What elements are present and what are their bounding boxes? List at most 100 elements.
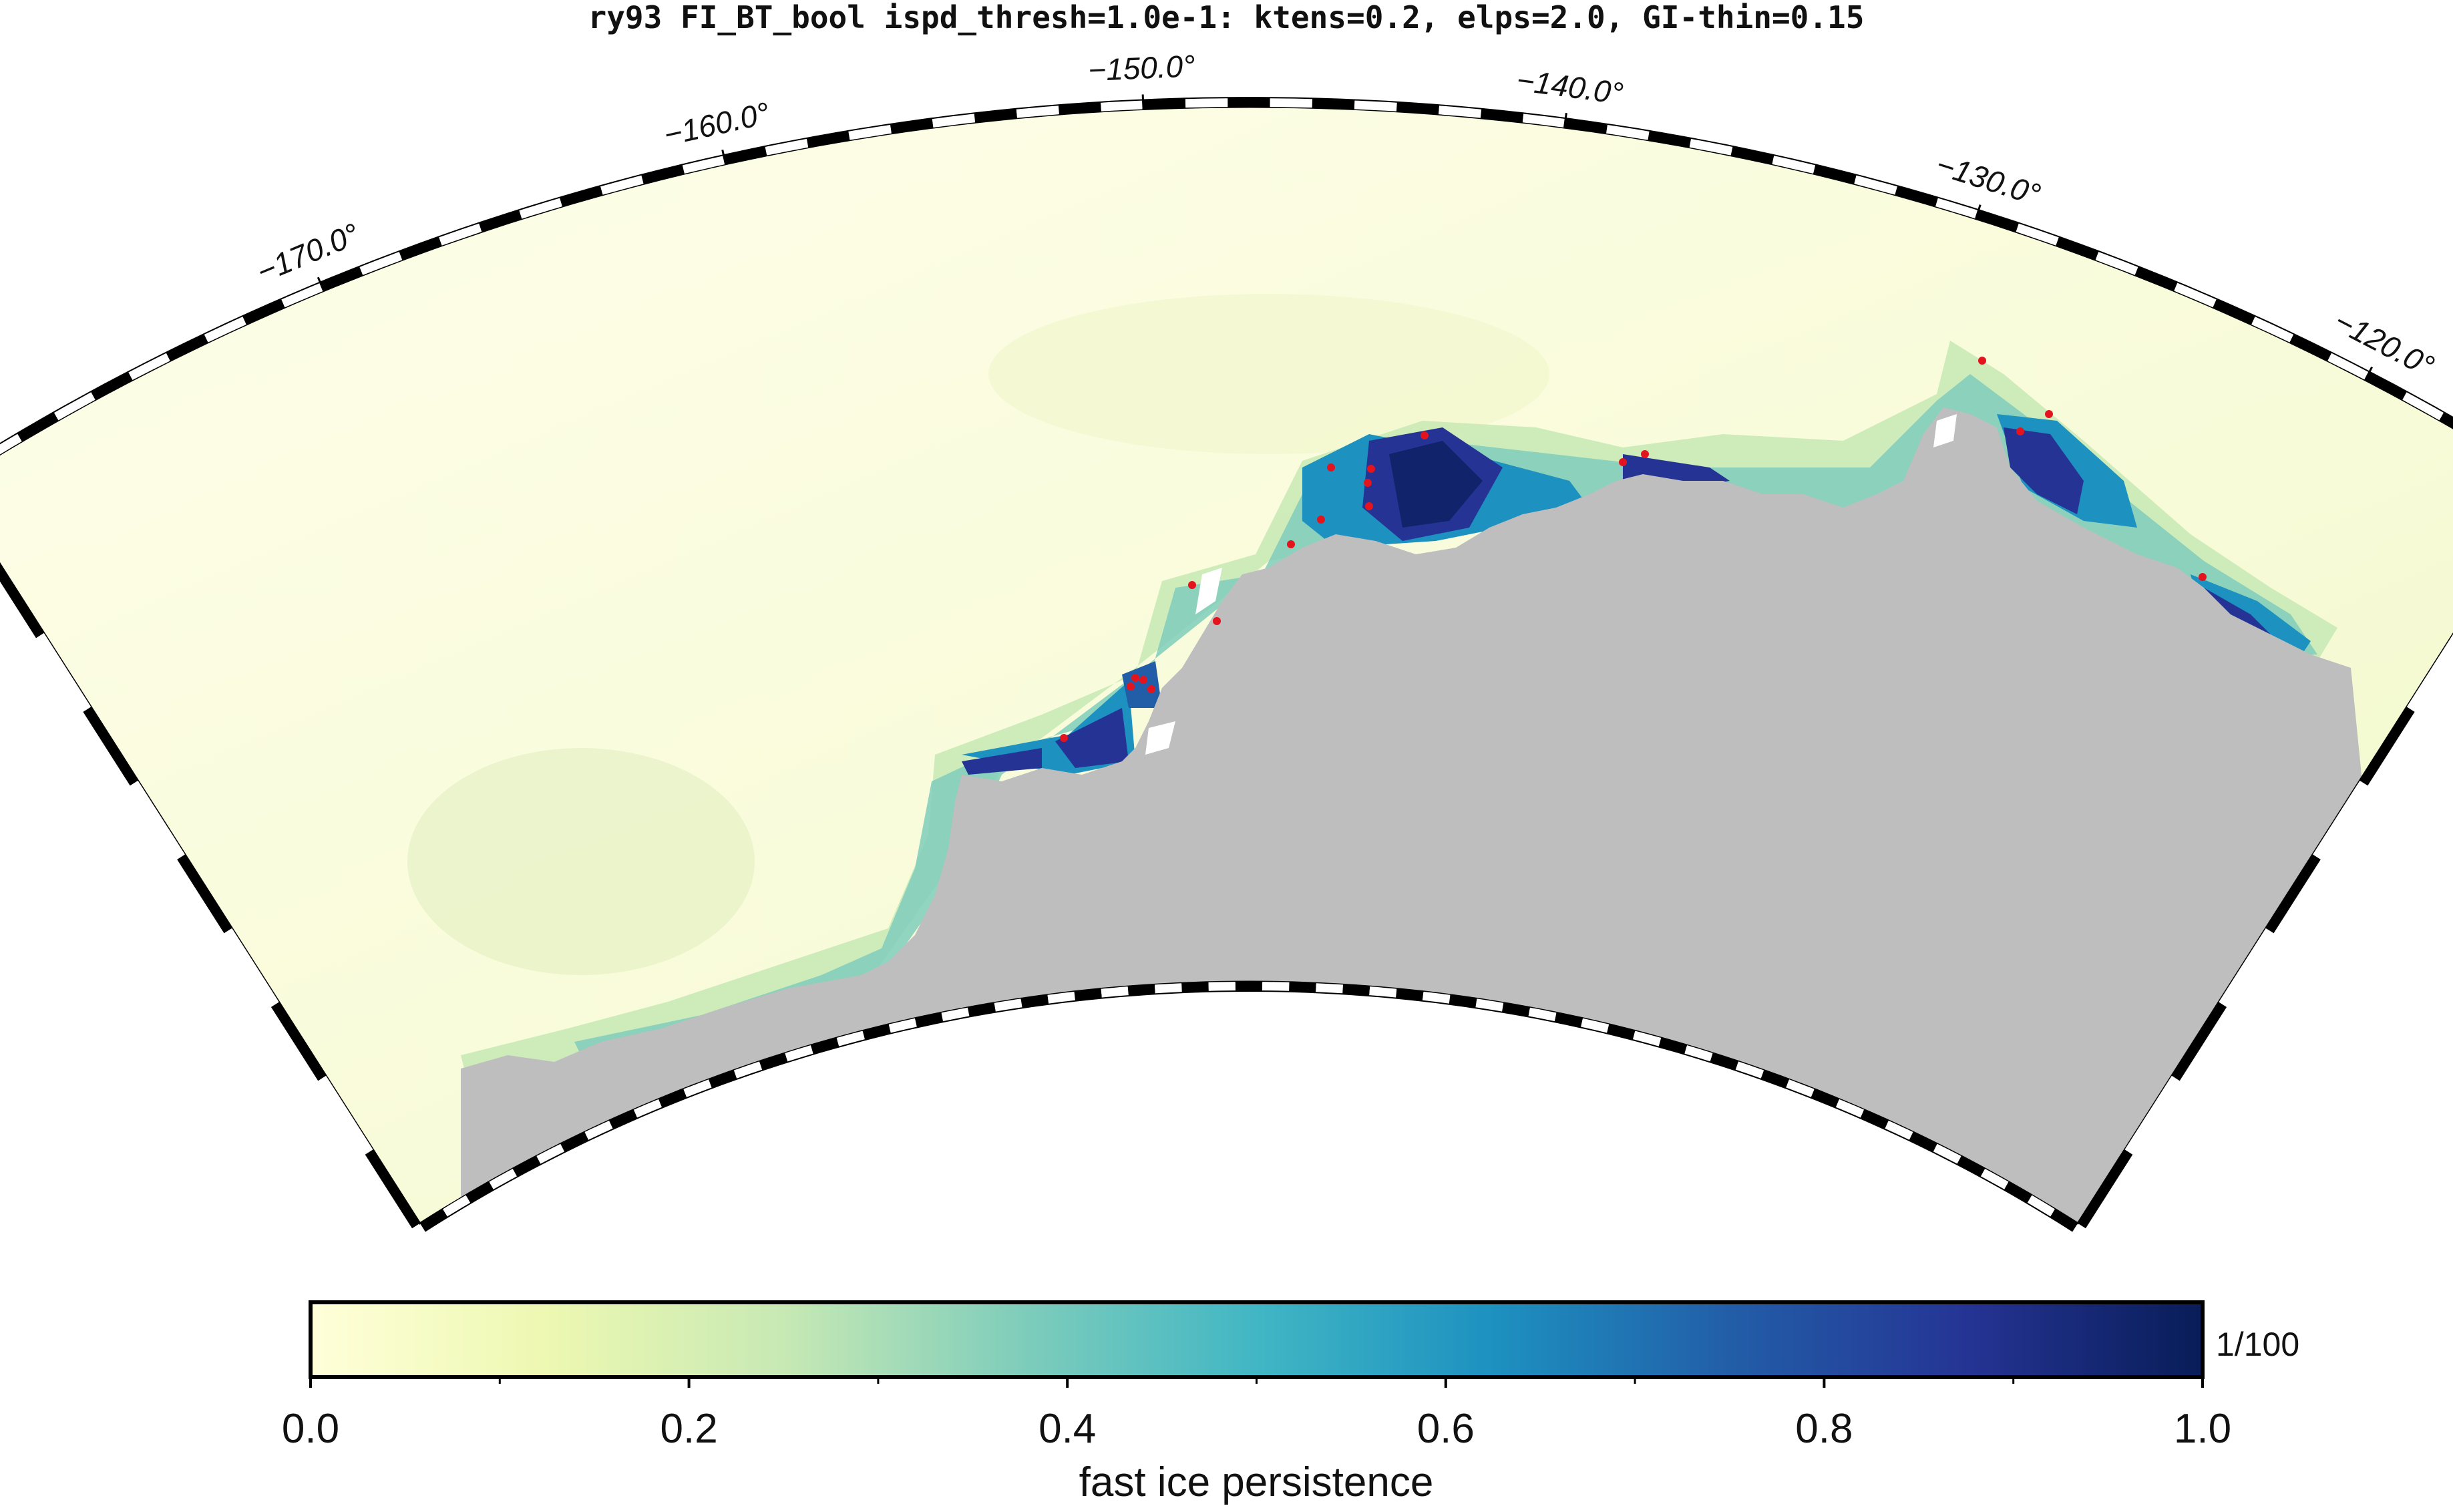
colorbar-tick-label: 0.2 [660,1406,717,1452]
frame-segment [2056,236,2099,260]
grounded-iceberg-marker [1127,683,1135,691]
frame-segment [359,251,403,275]
grounded-iceberg-marker [1317,516,1325,524]
frame-segment [1439,105,1482,118]
frame-segment [1354,100,1397,112]
longitude-tick [2364,366,2374,381]
colorbar-label: fast ice persistence [1079,1459,1434,1505]
frame-segment [2265,854,2321,934]
grounded-iceberg-marker [1147,685,1155,693]
frame-segment [1074,988,1102,1001]
grounded-iceberg-marker [2045,410,2053,418]
frame-segment [1813,164,1857,184]
frame-segment [584,1121,613,1141]
frame-segment [177,854,232,934]
frame-segment [1101,100,1144,112]
frame-segment [2174,282,2217,308]
frame-segment [765,138,809,156]
coastal-gap [1195,568,1222,614]
frame-segment [759,1053,788,1071]
frame-segment [709,1070,737,1089]
frame-segment [318,1075,373,1155]
frame-edge [424,990,2074,1232]
grounded-iceberg-marker [1367,465,1375,473]
frame-segment [1312,98,1355,110]
colorbar-ticks: 0.0 0.2 0.4 0.6 0.8 1.0 [282,1377,2231,1452]
grounded-iceberg-marker [1213,617,1221,625]
ocean-low-persistence-patch [407,748,755,975]
frame-segment [1684,1045,1713,1063]
grounded-iceberg-marker [1287,540,1295,548]
colorbar-bar [309,1300,2205,1379]
frame-segment [1208,982,1236,992]
frame-segment [2439,412,2453,428]
frame-segment [968,1002,996,1017]
frame-segment [1480,108,1524,123]
frame-segment [2251,316,2294,343]
frame-segment [658,1089,687,1108]
frame-segment [2050,1209,2078,1232]
grounded-iceberg-markers [1060,357,2207,742]
frame-segment [1449,994,1477,1008]
grounded-iceberg-marker [1327,463,1335,471]
frame-segment [419,1209,448,1232]
high-persistence-region [1122,661,1162,708]
colorbar-tick-label: 0.8 [1795,1406,1853,1452]
frame-segment [560,1132,589,1153]
frame-segment [2004,1181,2032,1203]
frame-segment [1554,1012,1583,1028]
frame-segment [1396,102,1440,115]
frame-segment [1522,113,1566,128]
frame-segment [1020,994,1049,1008]
frame-segment [1316,983,1344,994]
colorbar-tick-label: 1.0 [2174,1406,2231,1452]
grounded-iceberg-marker [1978,357,1986,365]
frame-segment [1289,982,1316,993]
frame-segment [1772,155,1816,174]
frame-segment [1127,984,1155,996]
frame-segment [242,299,285,325]
frame-segment [1422,991,1451,1004]
grounded-iceberg-marker [2199,573,2207,581]
frame-segment [2402,391,2444,421]
longitude-tick [1975,204,1982,219]
frame-segment [443,1195,471,1217]
frame-segment [1885,1121,1913,1141]
frame-segment [2095,251,2138,275]
frame-segment [888,1018,918,1034]
frame-segment [1606,124,1650,140]
frame-segment [1648,130,1692,148]
frame-segment [365,1149,420,1229]
longitude-tick [721,150,727,165]
frame-segment [1181,982,1209,993]
frame-segment [559,186,603,207]
frame-segment [682,155,726,174]
frame-segment [280,282,324,308]
frame-segment [1760,1070,1789,1089]
frame-segment [83,707,138,786]
frame-segment [848,124,892,140]
frame-segment [1342,984,1370,996]
frame-segment [836,1030,866,1047]
frame-segment [224,928,279,1007]
frame-segment [1895,186,1939,207]
grounded-iceberg-marker [1131,674,1139,682]
colorbar-tick-label: 0.4 [1039,1406,1096,1452]
frame-segment [862,1024,892,1041]
frame-segment [1369,986,1397,998]
frame-segment [1580,1018,1610,1034]
frame-segment [489,1168,518,1190]
coastal-gap [1145,721,1175,755]
frame-segment [0,433,22,455]
frame-segment [1811,1089,1839,1108]
longitude-label: −150.0° [1087,48,1195,87]
frame-segment [914,1012,944,1028]
frame-segment [994,998,1022,1012]
frame-segment [1980,1168,2009,1190]
frame-segment [974,108,1018,123]
frame-segment [1957,1156,1986,1177]
frame-segment [1835,1099,1865,1119]
frame-segment [1935,197,1979,219]
frame-segment [1101,986,1129,998]
frame-segment [2134,266,2178,291]
